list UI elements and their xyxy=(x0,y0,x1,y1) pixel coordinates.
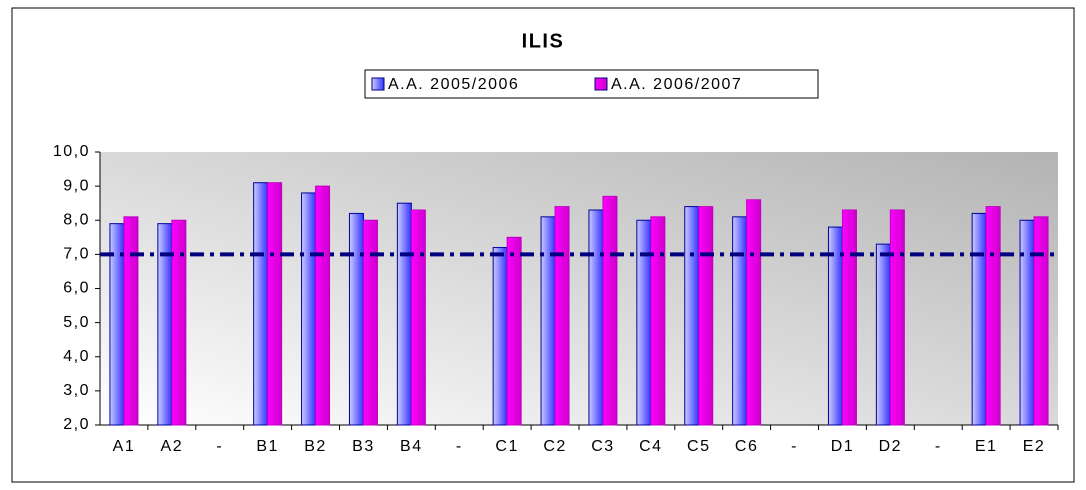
x-tick-label: D2 xyxy=(879,438,902,455)
bar xyxy=(171,219,187,426)
bar xyxy=(841,209,857,426)
y-tick-label: 7,0 xyxy=(63,246,90,263)
x-tick-label: E1 xyxy=(975,438,998,455)
bar xyxy=(827,226,843,426)
bar xyxy=(636,219,652,426)
bar xyxy=(732,216,748,426)
bar xyxy=(684,206,700,426)
x-tick-label: - xyxy=(456,438,463,455)
x-tick-label: C5 xyxy=(687,438,710,455)
bar xyxy=(348,212,364,426)
x-tick-label: - xyxy=(935,438,942,455)
bar xyxy=(253,182,269,426)
legend-label: A.A. 2006/2007 xyxy=(611,76,742,93)
x-tick-label: E2 xyxy=(1023,438,1046,455)
x-tick-label: C4 xyxy=(639,438,662,455)
x-tick-label: A2 xyxy=(161,438,184,455)
chart-title: ILIS xyxy=(522,30,565,52)
bar xyxy=(698,206,714,426)
y-tick-label: 5,0 xyxy=(63,314,90,331)
x-tick-label: C1 xyxy=(495,438,518,455)
y-tick-label: 6,0 xyxy=(63,280,90,297)
legend-swatch xyxy=(371,77,385,91)
y-tick-label: 8,0 xyxy=(63,211,90,228)
x-tick-label: A1 xyxy=(113,438,136,455)
bar xyxy=(650,216,666,426)
y-tick-label: 4,0 xyxy=(63,348,90,365)
bar xyxy=(985,206,1001,426)
bar xyxy=(396,202,412,426)
bar xyxy=(506,236,522,426)
y-tick-label: 3,0 xyxy=(63,382,90,399)
x-tick-label: C3 xyxy=(591,438,614,455)
bar xyxy=(123,216,139,426)
x-tick-label: - xyxy=(791,438,798,455)
y-tick-label: 9,0 xyxy=(63,177,90,194)
legend xyxy=(364,69,819,99)
bar xyxy=(554,206,570,426)
bar xyxy=(971,212,987,426)
y-tick-label: 10,0 xyxy=(53,143,90,160)
x-tick-label: - xyxy=(216,438,223,455)
bar xyxy=(588,209,604,426)
bar xyxy=(540,216,556,426)
x-tick-label: B2 xyxy=(304,438,327,455)
bar xyxy=(889,209,905,426)
bar xyxy=(492,247,508,426)
x-tick-label: D1 xyxy=(831,438,854,455)
bar xyxy=(602,195,618,426)
bar xyxy=(746,199,762,426)
bar xyxy=(267,182,283,426)
x-tick-label: B4 xyxy=(400,438,423,455)
bar xyxy=(410,209,426,426)
y-tick-label: 2,0 xyxy=(63,416,90,433)
x-tick-label: C2 xyxy=(543,438,566,455)
bar xyxy=(1019,219,1035,426)
x-tick-label: B1 xyxy=(256,438,279,455)
legend-swatch xyxy=(594,77,608,91)
x-tick-label: C6 xyxy=(735,438,758,455)
x-tick-label: B3 xyxy=(352,438,375,455)
bar xyxy=(362,219,378,426)
bar xyxy=(1033,216,1049,426)
bar xyxy=(315,185,331,426)
plot-area xyxy=(100,152,1058,425)
legend-label: A.A. 2005/2006 xyxy=(388,76,519,93)
bar xyxy=(875,243,891,426)
bar xyxy=(301,192,317,426)
